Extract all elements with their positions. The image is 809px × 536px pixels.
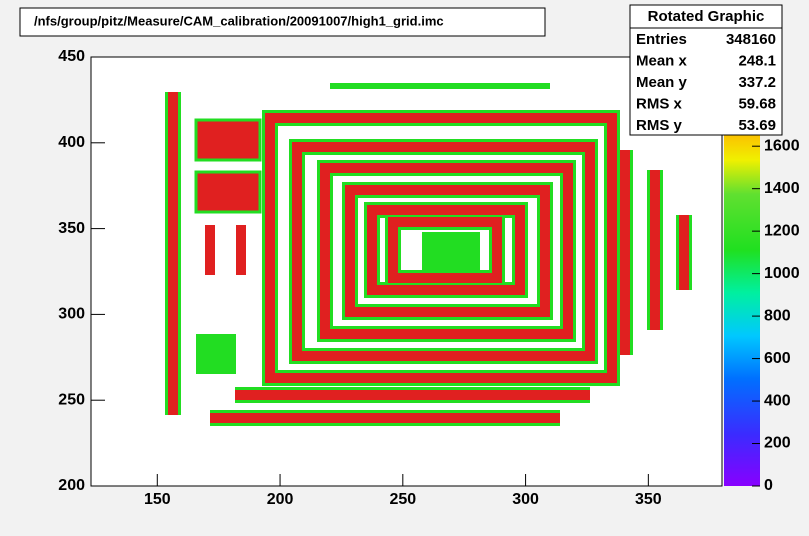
z-tick-label: 1200	[764, 222, 800, 239]
z-tick-label: 600	[764, 350, 791, 367]
stat-label: RMS x	[636, 95, 683, 112]
z-tick-label: 0	[764, 477, 773, 494]
y-tick-label: 350	[58, 220, 85, 237]
stats-title: Rotated Graphic	[648, 8, 765, 25]
stat-value: 337.2	[738, 74, 776, 91]
chart-title: /nfs/group/pitz/Measure/CAM_calibration/…	[34, 13, 444, 28]
stat-label: Mean x	[636, 52, 688, 69]
x-tick-label: 150	[144, 491, 171, 508]
y-tick-label: 400	[58, 134, 85, 151]
stat-value: 59.68	[738, 95, 776, 112]
z-tick-label: 1400	[764, 180, 800, 197]
z-tick-label: 400	[764, 392, 791, 409]
canvas: 150 200 250 300 350 200 250 300 350 400 450 0 200 400…	[0, 0, 809, 536]
stat-value: 348160	[726, 31, 776, 48]
stat-label: Entries	[636, 31, 687, 48]
z-tick-label: 1000	[764, 265, 800, 282]
x-tick-label: 200	[267, 491, 294, 508]
stat-label: RMS y	[636, 117, 683, 134]
stat-value: 53.69	[738, 117, 776, 134]
z-tick-label: 1600	[764, 137, 800, 154]
y-tick-label: 450	[58, 48, 85, 65]
stat-value: 248.1	[738, 52, 776, 69]
z-tick-label: 200	[764, 435, 791, 452]
y-tick-label: 250	[58, 391, 85, 408]
y-tick-label: 200	[58, 477, 85, 494]
x-tick-label: 300	[512, 491, 539, 508]
stat-label: Mean y	[636, 74, 688, 91]
y-tick-label: 300	[58, 306, 85, 323]
z-tick-label: 800	[764, 307, 791, 324]
x-tick-label: 350	[635, 491, 662, 508]
x-tick-label: 250	[389, 491, 416, 508]
